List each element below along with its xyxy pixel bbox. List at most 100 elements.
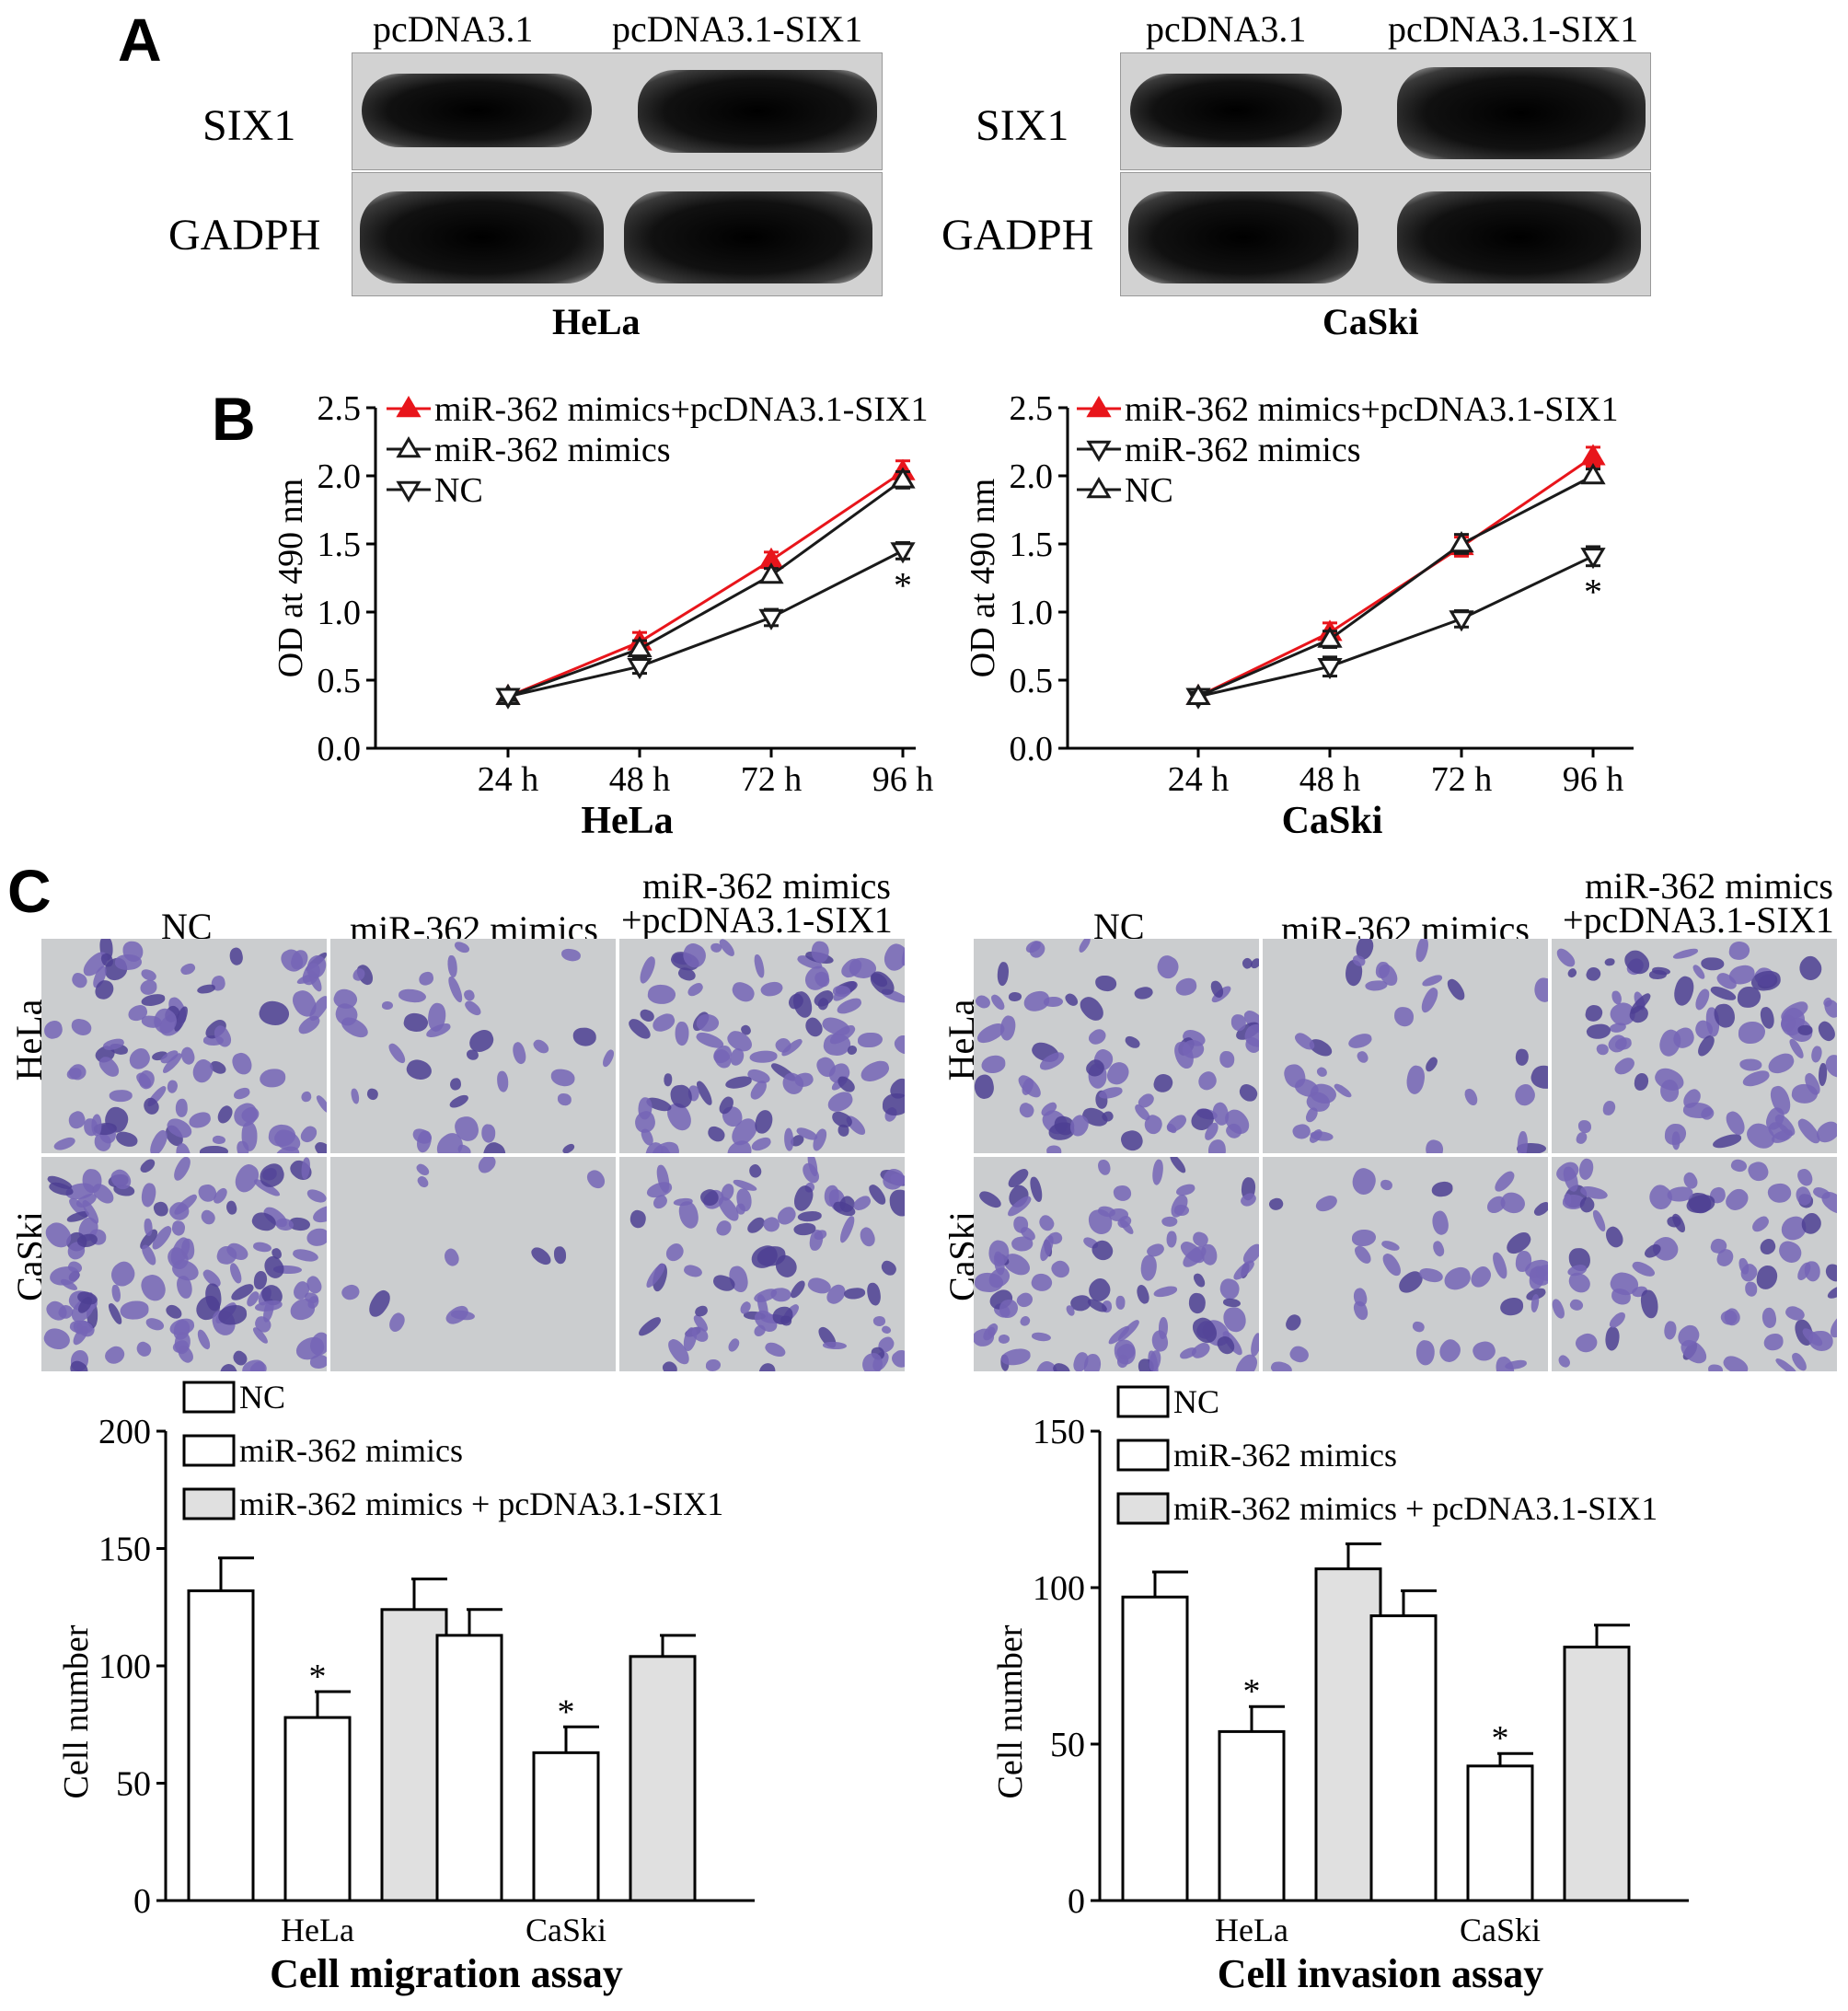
- row-label-gadph: GADPH: [941, 211, 1094, 260]
- stained-cell: [225, 1199, 239, 1217]
- stained-cell: [1008, 991, 1022, 1001]
- stained-cell: [306, 1187, 327, 1206]
- stained-cell: [196, 983, 216, 995]
- series-line: [1197, 554, 1594, 699]
- legend-swatch: [1116, 1385, 1170, 1418]
- stained-cell: [1499, 1297, 1524, 1317]
- stained-cell: [310, 1202, 327, 1225]
- stained-cell: [199, 1145, 228, 1153]
- y-tick-label: 150: [98, 1531, 151, 1569]
- stained-cell: [695, 1012, 722, 1034]
- stained-cell: [1634, 1071, 1649, 1092]
- stained-cell: [139, 967, 158, 983]
- stained-cell: [232, 1086, 251, 1101]
- stained-cell: [138, 1271, 168, 1304]
- stained-cell: [1555, 1353, 1573, 1370]
- legend-swatch: [182, 1487, 236, 1520]
- stained-cell: [1775, 1238, 1805, 1266]
- stained-cell: [745, 1162, 764, 1180]
- stained-cell: [1608, 1021, 1627, 1034]
- stained-cell: [847, 1045, 859, 1056]
- stained-cell: [998, 1333, 1011, 1345]
- stained-cell: [600, 1047, 616, 1069]
- bar: [1466, 1764, 1534, 1902]
- line-chart-caski: 0.0 0.5 1.0 1.5 2.0 2.5 24 h 48 h 72 h 96 h CaSki O…: [964, 389, 1634, 838]
- stained-cell: [693, 1304, 709, 1318]
- stained-cell: [109, 1089, 133, 1103]
- stained-cell: [710, 942, 723, 953]
- y-axis-label: OD at 490 nm: [964, 479, 1002, 677]
- stained-cell: [1132, 985, 1154, 1001]
- stained-cell: [1745, 1159, 1771, 1184]
- bar: [283, 1716, 352, 1902]
- stained-cell: [797, 1210, 822, 1222]
- stained-cell: [823, 1341, 848, 1351]
- stained-cell: [1413, 939, 1430, 964]
- stained-cell: [1670, 974, 1697, 1009]
- stained-cell: [999, 1014, 1019, 1042]
- stained-cell: [1664, 1122, 1687, 1146]
- stained-cell: [1014, 1289, 1036, 1311]
- y-tick-label: 2.0: [1010, 457, 1054, 496]
- stained-cell: [713, 1218, 733, 1239]
- stained-cell: [837, 1214, 858, 1245]
- significance-marker: *: [1584, 572, 1602, 613]
- stained-cell: [1740, 1068, 1772, 1089]
- panel-label-a: A: [118, 6, 162, 74]
- x-tick-label: HeLa: [1215, 1912, 1288, 1948]
- legend-label: miR-362 mimics: [1125, 431, 1361, 469]
- stained-cell: [1267, 1196, 1286, 1214]
- stained-cell: [1708, 1364, 1724, 1371]
- y-tick-label: 2.5: [1010, 389, 1054, 428]
- stained-cell: [138, 1157, 157, 1175]
- stained-cell: [227, 947, 245, 967]
- stained-cell: [299, 1090, 313, 1104]
- stained-cell: [212, 1134, 226, 1145]
- micrograph-grid-invasion: [974, 939, 1839, 1371]
- stained-cell: [120, 1300, 149, 1320]
- stained-cell: [572, 1026, 596, 1046]
- col-label-mimics-six1-l1: miR-362 mimics: [642, 865, 891, 907]
- legend-label: miR-362 mimics + pcDNA3.1-SIX1: [1173, 1490, 1657, 1527]
- stained-cell: [528, 1243, 554, 1269]
- stained-cell: [1514, 1047, 1530, 1067]
- stained-cell: [726, 1335, 742, 1353]
- stained-cell: [1380, 1239, 1401, 1254]
- stained-cell: [825, 1089, 856, 1115]
- stained-cell: [769, 1287, 791, 1303]
- stained-cell: [723, 1074, 753, 1091]
- stained-cell: [1159, 1316, 1169, 1340]
- y-tick-label: 50: [116, 1765, 151, 1804]
- significance-marker: *: [1243, 1672, 1261, 1711]
- stained-cell: [1313, 1192, 1341, 1216]
- x-tick-label: CaSki: [526, 1912, 606, 1948]
- data-point-marker: [1086, 396, 1112, 418]
- y-tick-label: 0.5: [1010, 662, 1054, 700]
- stained-cell: [1412, 1320, 1426, 1333]
- stained-cell: [48, 1265, 80, 1287]
- stained-cell: [1115, 1295, 1126, 1310]
- stained-cell: [1532, 1198, 1548, 1219]
- stained-cell: [1195, 1069, 1219, 1092]
- stained-cell: [1218, 1276, 1242, 1301]
- band: [1130, 74, 1342, 147]
- y-tick-label: 0.0: [318, 730, 362, 769]
- stained-cell: [557, 1092, 572, 1106]
- bar: [629, 1655, 697, 1902]
- stained-cell: [1601, 1224, 1626, 1251]
- stained-cell: [1022, 988, 1052, 1013]
- x-axis-label: Cell invasion assay: [1218, 1951, 1544, 1996]
- data-point-marker: [1317, 658, 1343, 680]
- y-tick-label: 100: [98, 1647, 151, 1686]
- bar: [1218, 1729, 1286, 1902]
- stained-cell: [1431, 1180, 1454, 1197]
- stained-cell: [187, 1110, 213, 1130]
- stained-cell: [447, 954, 458, 977]
- data-point-marker: [1449, 531, 1474, 553]
- bar: [380, 1608, 448, 1902]
- stained-cell: [306, 1228, 327, 1247]
- micrograph-grid-migration: [41, 939, 907, 1371]
- col-label-nc: NC: [161, 906, 213, 947]
- stained-cell: [198, 1208, 218, 1228]
- stained-cell: [1577, 1119, 1592, 1133]
